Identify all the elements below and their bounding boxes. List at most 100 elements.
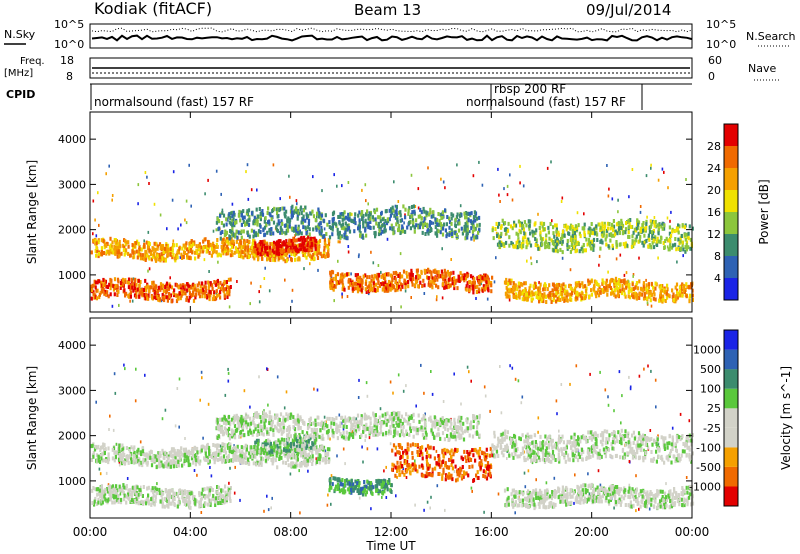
scatter-cell bbox=[220, 192, 222, 196]
band-cell bbox=[296, 210, 299, 215]
band-cell bbox=[95, 296, 98, 301]
band-cell bbox=[391, 278, 394, 282]
band-cell bbox=[566, 239, 569, 243]
band-cell bbox=[133, 250, 136, 255]
band-cell bbox=[109, 484, 112, 489]
band-cell bbox=[392, 271, 395, 276]
band-cell bbox=[203, 445, 206, 450]
scatter-cell bbox=[621, 394, 623, 398]
band-cell bbox=[561, 294, 564, 299]
band-cell bbox=[167, 504, 170, 509]
band-cell bbox=[283, 211, 286, 216]
band-cell bbox=[115, 240, 118, 245]
band-cell bbox=[183, 498, 187, 503]
band-cell bbox=[110, 244, 113, 249]
band-cell bbox=[169, 453, 172, 458]
band-cell bbox=[622, 242, 625, 247]
scatter-cell bbox=[669, 219, 671, 223]
band-cell bbox=[631, 239, 634, 244]
band-cell bbox=[188, 496, 191, 501]
band-cell bbox=[523, 231, 526, 236]
band-cell bbox=[519, 292, 522, 297]
band-cell bbox=[257, 243, 260, 248]
scatter-cell bbox=[404, 289, 407, 293]
scatter-cell bbox=[410, 296, 412, 299]
band-cell bbox=[183, 286, 186, 291]
band-cell bbox=[246, 220, 249, 225]
band-cell bbox=[627, 294, 630, 299]
scatter-cell bbox=[424, 412, 426, 416]
scatter-cell bbox=[368, 436, 371, 440]
band-cell bbox=[108, 487, 111, 491]
band-cell bbox=[350, 218, 353, 223]
band-cell bbox=[145, 498, 148, 503]
scatter-cell bbox=[475, 297, 477, 300]
band-cell bbox=[120, 279, 123, 284]
band-cell bbox=[449, 230, 452, 235]
scatter-cell bbox=[321, 189, 323, 193]
band-cell bbox=[135, 290, 138, 295]
band-cell bbox=[190, 239, 193, 244]
scatter-cell bbox=[427, 166, 429, 170]
band-cell bbox=[317, 214, 321, 219]
band-cell bbox=[655, 224, 658, 229]
band-cell bbox=[410, 268, 413, 273]
scatter-cell bbox=[537, 430, 539, 434]
band-cell bbox=[161, 283, 165, 288]
scatter-cell bbox=[573, 501, 575, 505]
band-cell bbox=[193, 457, 196, 462]
band-cell bbox=[420, 269, 423, 274]
band-cell bbox=[106, 487, 109, 491]
band-cell bbox=[455, 278, 458, 283]
band-cell bbox=[381, 217, 384, 222]
band-cell bbox=[127, 285, 130, 290]
band-cell bbox=[236, 235, 239, 240]
band-cell bbox=[565, 227, 568, 232]
band-cell bbox=[683, 290, 686, 294]
band-cell bbox=[288, 222, 291, 227]
band-cell bbox=[355, 277, 358, 282]
scatter-cell bbox=[227, 486, 229, 490]
band-cell bbox=[520, 221, 523, 226]
band-cell bbox=[557, 232, 561, 237]
band-cell bbox=[316, 256, 320, 260]
band-cell bbox=[260, 458, 263, 463]
band-cell bbox=[294, 257, 297, 262]
scatter-cell bbox=[607, 403, 610, 407]
band-cell bbox=[210, 253, 213, 258]
band-cell bbox=[99, 454, 103, 458]
scatter-cell bbox=[329, 437, 331, 441]
band-cell bbox=[532, 230, 535, 235]
band-cell bbox=[457, 221, 460, 226]
band-cell bbox=[529, 293, 532, 297]
band-cell bbox=[671, 288, 674, 293]
band-cell bbox=[232, 221, 235, 226]
band-cell bbox=[601, 221, 604, 226]
band-cell bbox=[569, 295, 572, 300]
band-cell bbox=[129, 488, 132, 493]
band-cell bbox=[139, 247, 142, 252]
band-cell bbox=[292, 452, 295, 457]
band-cell bbox=[204, 280, 207, 285]
band-cell bbox=[260, 462, 263, 467]
band-cell bbox=[158, 487, 161, 492]
band-cell bbox=[104, 279, 107, 284]
band-cell bbox=[566, 242, 569, 247]
band-cell bbox=[225, 493, 228, 498]
band-cell bbox=[137, 251, 141, 256]
band-cell bbox=[412, 277, 415, 281]
band-cell bbox=[213, 248, 216, 253]
scatter-cell bbox=[338, 413, 341, 417]
band-cell bbox=[341, 280, 344, 285]
band-cell bbox=[347, 223, 350, 228]
scatter-cell bbox=[497, 492, 500, 496]
band-cell bbox=[421, 230, 424, 235]
band-cell bbox=[123, 493, 126, 498]
band-cell bbox=[358, 224, 361, 229]
band-cell bbox=[93, 502, 96, 507]
scatter-cell bbox=[228, 481, 230, 485]
band-cell bbox=[416, 268, 419, 273]
band-cell bbox=[668, 294, 671, 299]
band-cell bbox=[460, 276, 463, 281]
band-cell bbox=[186, 491, 189, 496]
